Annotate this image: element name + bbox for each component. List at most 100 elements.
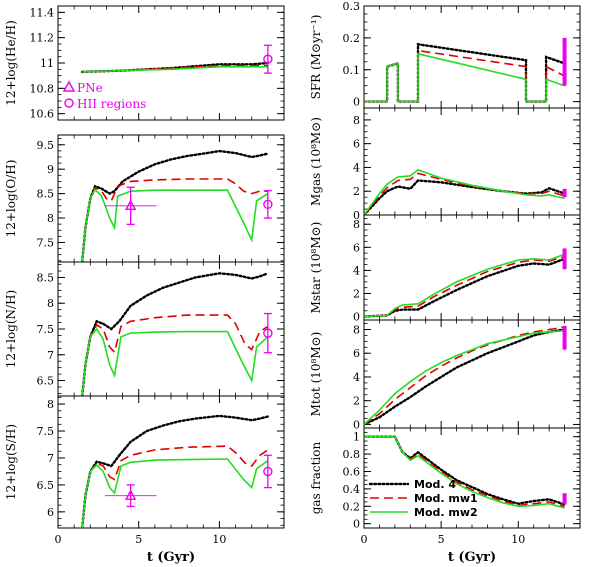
- y-axis-label: 12+log(N/H): [4, 290, 18, 368]
- series-line: [81, 327, 269, 396]
- series-line: [364, 435, 565, 509]
- y-tick-label: 2: [353, 395, 360, 408]
- series-group: [364, 326, 566, 426]
- panel-sh: 6 6.5 7 7.5 8 12+log(S/H) 0 5 10 t (Gyr): [4, 395, 285, 565]
- legend-label: Mod. mw2: [414, 506, 478, 519]
- y-axis-label: Mtot (10⁸M⊙): [309, 332, 323, 417]
- y-axis-label: SFR (M⊙yr⁻¹): [309, 15, 323, 100]
- series-line: [81, 272, 270, 396]
- y-tick-label: 6: [353, 347, 360, 360]
- panel-he: 10.6 10.8 11 11.2 11.4 12+log(He/H) PNe HII reg…: [4, 5, 285, 121]
- y-tick-label: 0: [353, 418, 360, 431]
- obs-hii-point: [263, 54, 273, 64]
- y-tick-label: 0.6: [343, 465, 361, 478]
- legend-label: Mod. mw1: [414, 492, 478, 505]
- series-line: [364, 329, 565, 425]
- obs-pne-point: [124, 199, 137, 211]
- y-tick-label: 7: [47, 452, 54, 465]
- y-tick-label: 7.5: [37, 323, 55, 336]
- legend-label: Mod. 4: [414, 478, 456, 491]
- y-tick-label: 4: [353, 264, 360, 277]
- series-group: [364, 253, 566, 318]
- series-line: [364, 42, 566, 103]
- series-group: [364, 435, 566, 509]
- y-tick-label: 0: [353, 96, 360, 109]
- y-tick-label: 6.5: [37, 479, 55, 492]
- y-tick-label: 0: [353, 209, 360, 222]
- y-tick-label: 11.2: [30, 32, 55, 45]
- y-tick-label: 6: [47, 506, 54, 519]
- y-tick-label: 6: [353, 138, 360, 151]
- series-line: [81, 188, 269, 262]
- panel-nh: 6.5 7 7.5 8 8.5 12+log(N/H): [4, 261, 285, 397]
- y-axis-label: 12+log(S/H): [4, 424, 18, 500]
- obs-pne-point: [124, 489, 137, 500]
- y-tick-label: 1: [353, 431, 360, 444]
- y-tick-label: 10.6: [30, 108, 55, 121]
- y-tick-label: 6.5: [37, 375, 55, 388]
- y-tick-label: 8: [47, 398, 54, 411]
- y-tick-label: 6: [353, 241, 360, 254]
- series-group: [364, 168, 566, 215]
- y-axis-label: Mstar (10⁸M⊙): [309, 222, 323, 314]
- series-group: [81, 149, 270, 262]
- y-tick-label: 8: [353, 323, 360, 336]
- series-line: [364, 253, 565, 318]
- panel-frame: [57, 134, 285, 263]
- x-tick-label: 0: [55, 533, 62, 546]
- series-line: [364, 49, 565, 103]
- series-line: [81, 314, 269, 396]
- obs-hii-point: [263, 199, 273, 210]
- y-tick-label: 8.5: [37, 188, 55, 201]
- series-line: [81, 149, 270, 262]
- series-group: [364, 42, 566, 103]
- y-tick-label: 0: [353, 518, 360, 531]
- series-group: [81, 272, 270, 396]
- y-tick-label: 0.4: [343, 483, 361, 496]
- series-group: [81, 61, 270, 74]
- x-tick-label: 10: [212, 533, 226, 546]
- panel-frame: [57, 395, 285, 529]
- y-tick-label: 8: [353, 218, 360, 231]
- series-line: [81, 445, 269, 528]
- panel-mtot: 0 2 4 6 8 Mtot (10⁸M⊙): [309, 319, 581, 431]
- series-line: [81, 458, 269, 528]
- panel-sfr: 0 0.1 0.2 0.3 SFR (M⊙yr⁻¹): [309, 0, 581, 109]
- obs-hii-point: [263, 466, 273, 477]
- y-tick-label: 9: [47, 163, 54, 176]
- y-tick-label: 8.5: [37, 271, 55, 284]
- x-tick-label: 5: [135, 533, 142, 546]
- x-axis-label: t (Gyr): [147, 550, 195, 565]
- legend-hii-symbol: [64, 98, 74, 108]
- series-line: [364, 168, 565, 215]
- y-tick-label: 7: [47, 349, 54, 362]
- y-tick-label: 9.5: [37, 139, 55, 152]
- series-line: [364, 257, 566, 318]
- x-tick-label: 5: [438, 533, 445, 546]
- y-tick-label: 4: [353, 371, 360, 384]
- panel-frame: [363, 319, 581, 429]
- y-tick-label: 0.8: [343, 448, 361, 461]
- y-tick-label: 11: [40, 57, 54, 70]
- series-line: [364, 328, 566, 426]
- panel-frame: [363, 107, 581, 216]
- y-tick-label: 2: [353, 185, 360, 198]
- y-tick-label: 0: [353, 311, 360, 324]
- y-tick-label: 0.2: [343, 500, 361, 513]
- panel-mgas: 0 2 4 6 8 Mgas (10⁸M⊙): [309, 107, 581, 222]
- x-tick-label: 10: [511, 533, 525, 546]
- panel-mstar: 0 2 4 6 8 Mstar (10⁸M⊙): [309, 214, 581, 324]
- y-tick-label: 8: [47, 297, 54, 310]
- y-axis-label: 12+log(He/H): [4, 20, 18, 106]
- x-axis-label: t (Gyr): [448, 550, 496, 565]
- x-tick-label: 0: [361, 533, 368, 546]
- y-tick-label: 11.4: [30, 6, 55, 19]
- y-axis-label: 12+log(O/H): [4, 160, 18, 238]
- y-tick-label: 8: [47, 212, 54, 225]
- y-tick-label: 4: [353, 161, 360, 174]
- y-tick-label: 0.3: [343, 0, 361, 13]
- y-tick-label: 0.1: [343, 64, 361, 77]
- y-axis-label: Mgas (10⁸M⊙): [309, 117, 323, 206]
